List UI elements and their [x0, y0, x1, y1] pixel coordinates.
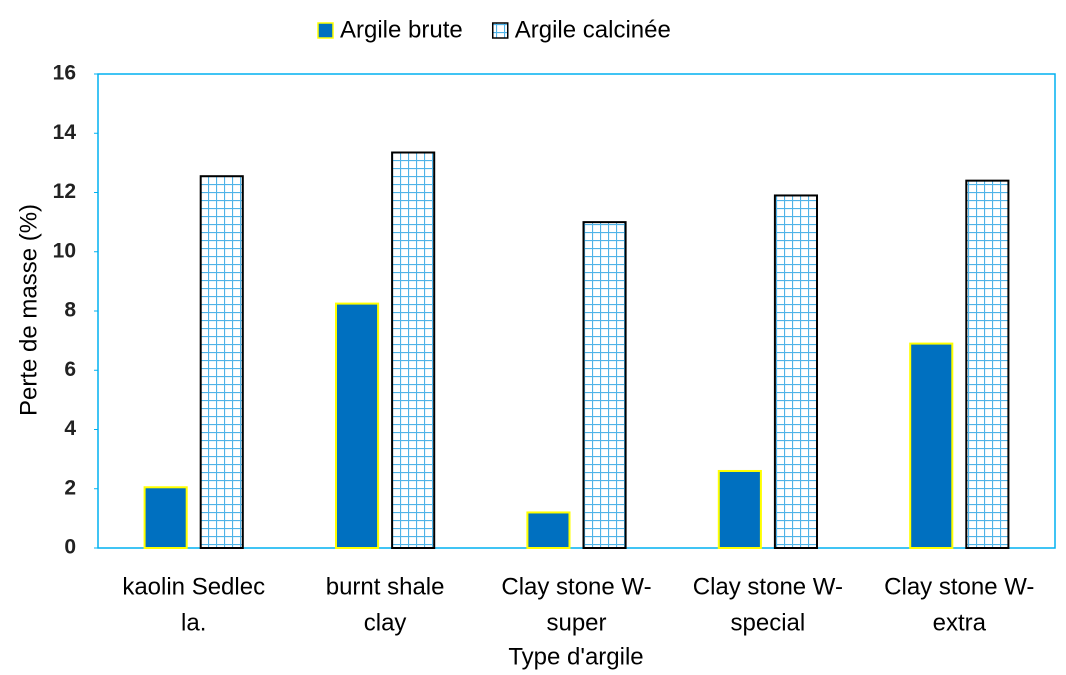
bar [526, 511, 571, 550]
y-tick-label: 2 [64, 476, 76, 499]
x-tick-label: super [546, 609, 606, 636]
x-tick-label: kaolin Sedlec [122, 573, 265, 600]
y-tick-label: 12 [53, 180, 76, 203]
bar [199, 175, 244, 550]
y-tick-label: 6 [64, 358, 76, 381]
x-tick-label: clay [364, 609, 407, 636]
bar [391, 151, 436, 549]
legend-swatch [491, 22, 509, 39]
y-axis-title: Perte de masse (%) [15, 204, 42, 416]
bar [965, 179, 1010, 549]
legend-swatch [317, 22, 334, 39]
legend-label: Argile calcinée [515, 16, 671, 43]
y-tick-label: 0 [64, 536, 76, 559]
y-tick-label: 14 [53, 121, 77, 144]
y-tick-label: 4 [64, 417, 76, 440]
bar [582, 221, 627, 549]
bar [773, 194, 819, 549]
x-tick-label: la. [181, 609, 206, 636]
plot-frame [97, 73, 1056, 549]
x-axis-title: Type d'argile [508, 643, 643, 670]
y-tick-label: 16 [53, 62, 76, 85]
x-tick-label: Clay stone W- [693, 573, 843, 600]
x-tick-label: Clay stone W- [884, 573, 1034, 600]
bar [143, 486, 188, 549]
x-tick-label: extra [933, 609, 987, 636]
x-tick-label: burnt shale [326, 573, 445, 600]
bar [909, 342, 954, 549]
legend-label: Argile brute [340, 16, 463, 43]
y-tick-label: 8 [64, 299, 76, 322]
x-tick-label: Clay stone W- [501, 573, 651, 600]
bar [717, 469, 762, 550]
bar [334, 302, 380, 549]
y-tick-label: 10 [53, 239, 76, 262]
x-tick-label: special [731, 609, 806, 636]
